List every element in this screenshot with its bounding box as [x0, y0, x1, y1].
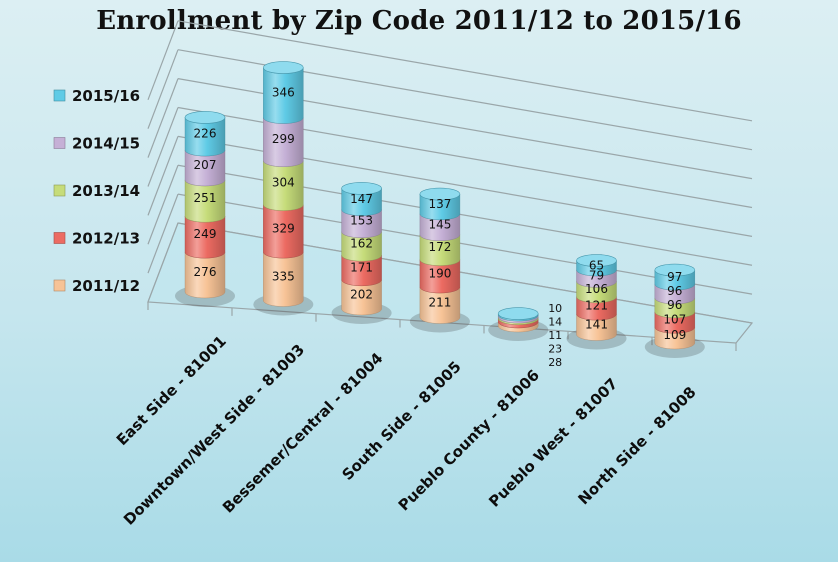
category-label: Bessemer/Central - 81004 [219, 349, 386, 516]
data-label: 335 [272, 269, 295, 283]
gridline-side [147, 193, 179, 274]
data-label: 141 [585, 317, 608, 331]
data-label: 162 [350, 236, 373, 250]
legend-swatch [53, 279, 66, 292]
data-label: 109 [663, 328, 686, 342]
bar-top [184, 111, 226, 124]
gridline-side [147, 20, 179, 101]
category-label: Downtown/West Side - 81003 [120, 341, 308, 529]
data-label: 171 [350, 260, 373, 274]
data-label: 329 [272, 221, 295, 235]
legend-label: 2012/13 [72, 230, 140, 248]
data-label: 211 [428, 295, 451, 309]
legend-label: 2014/15 [72, 135, 140, 153]
gridline-side [147, 78, 179, 158]
legend-label: 2011/12 [72, 277, 140, 295]
data-label: 304 [272, 176, 295, 190]
gridline-side [147, 49, 179, 129]
gridline-side [147, 136, 179, 216]
data-label: 96 [667, 284, 682, 298]
bar-top [654, 263, 696, 277]
data-label: 107 [663, 313, 686, 327]
data-label: 207 [194, 158, 217, 172]
chart-title: Enrollment by Zip Code 2011/12 to 2015/1… [96, 6, 742, 36]
data-label: 153 [350, 214, 373, 228]
bar-top [497, 307, 539, 320]
bar-top [262, 61, 304, 74]
bar-top [341, 182, 382, 195]
data-label: 65 [589, 258, 604, 272]
data-label: 106 [585, 282, 608, 296]
data-label: 14 [548, 316, 562, 329]
data-label: 202 [350, 287, 373, 301]
legend-swatch [53, 137, 66, 149]
data-label: 172 [428, 240, 451, 254]
data-label: 190 [428, 266, 451, 280]
data-label: 121 [585, 298, 608, 312]
data-label: 96 [667, 298, 682, 312]
legend-label: 2015/16 [72, 87, 140, 105]
data-label: 23 [548, 343, 562, 356]
data-label: 299 [272, 132, 295, 146]
gridline [177, 20, 753, 122]
data-label: 346 [272, 86, 295, 100]
category-label: Pueblo County - 81006 [395, 366, 543, 514]
legend-label: 2013/14 [72, 182, 140, 200]
legend-swatch [53, 89, 66, 102]
data-label: 147 [350, 192, 373, 206]
data-label: 97 [667, 270, 682, 284]
data-label: 10 [548, 302, 562, 315]
data-label: 251 [194, 191, 217, 205]
gridline-side [147, 165, 179, 245]
gridline-side [147, 107, 179, 187]
data-label: 137 [428, 197, 451, 211]
legend-swatch [53, 232, 66, 244]
data-label: 11 [548, 329, 562, 342]
data-label: 249 [194, 227, 217, 241]
legend-swatch [53, 184, 66, 197]
bar-top [419, 187, 461, 201]
data-label: 276 [194, 265, 217, 279]
data-label: 145 [428, 217, 451, 231]
bar-top [576, 254, 617, 267]
data-label: 226 [194, 127, 217, 141]
data-label: 28 [548, 356, 562, 369]
data-label: 79 [589, 269, 604, 283]
